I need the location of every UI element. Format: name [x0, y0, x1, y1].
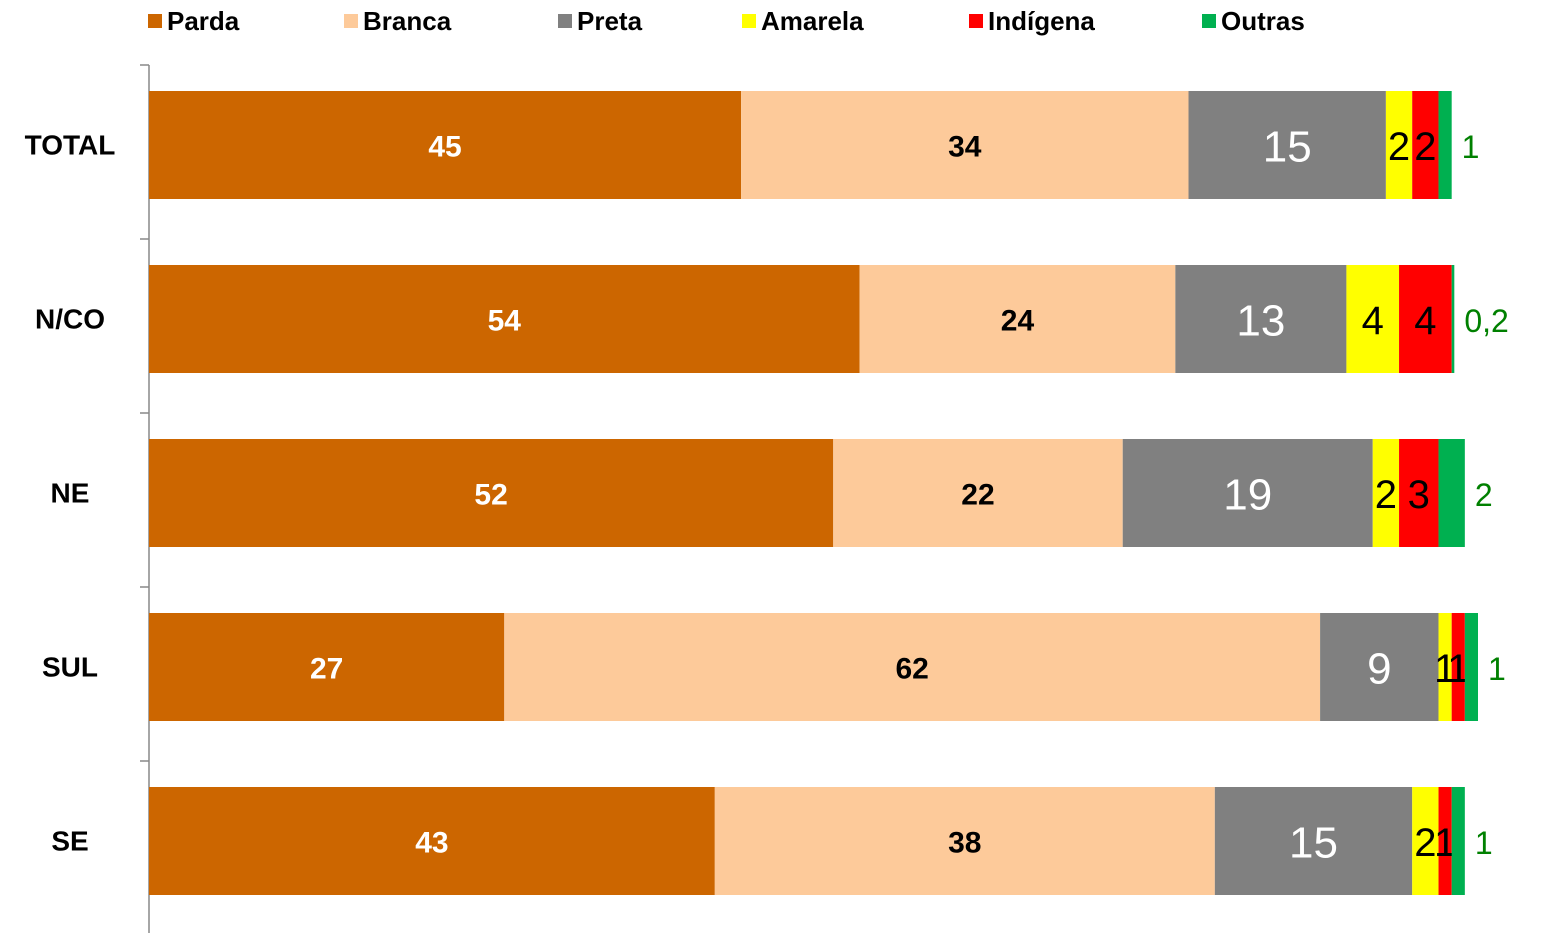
legend-swatch — [1202, 14, 1216, 28]
bar-segment — [1188, 91, 1386, 199]
bar-segment — [149, 613, 505, 721]
data-label: 2 — [1475, 477, 1493, 513]
data-label: 54 — [488, 305, 522, 338]
data-label: 34 — [948, 131, 982, 164]
bar-segment — [1451, 613, 1465, 721]
data-label: 9 — [1367, 645, 1391, 694]
data-label: 1 — [1434, 821, 1456, 865]
data-label: 0,2 — [1464, 303, 1508, 339]
data-label: 22 — [961, 479, 994, 512]
bar-segment — [149, 265, 860, 373]
bar-segment — [1320, 613, 1439, 721]
category-label: SE — [51, 826, 88, 857]
data-label: 2 — [1414, 125, 1436, 169]
data-label: 15 — [1289, 819, 1338, 868]
data-label: 1 — [1488, 651, 1506, 687]
data-label: 52 — [474, 479, 507, 512]
legend-swatch — [742, 14, 756, 28]
data-label: 27 — [310, 653, 343, 686]
legend-swatch — [969, 14, 983, 28]
data-label: 4 — [1362, 299, 1384, 343]
legend-swatch — [558, 14, 572, 28]
bar-segment — [1412, 91, 1439, 199]
bar-segment — [1438, 613, 1452, 721]
data-label: 4 — [1414, 299, 1436, 343]
bar-segment — [149, 91, 742, 199]
bar-segment — [833, 439, 1123, 547]
data-label: 45 — [428, 131, 461, 164]
bar-segment — [1451, 265, 1455, 373]
bar-segment — [1438, 787, 1452, 895]
data-label: 3 — [1408, 473, 1430, 517]
bar-segment — [1214, 787, 1413, 895]
bar-segment — [1372, 439, 1400, 547]
category-label: NE — [51, 478, 90, 509]
bar-segment — [1464, 613, 1478, 721]
bar-segment — [741, 91, 1189, 199]
legend-swatch — [344, 14, 358, 28]
category-label: SUL — [42, 652, 98, 683]
data-label: 15 — [1263, 123, 1312, 172]
bar-segment — [1122, 439, 1373, 547]
data-label: 2 — [1414, 821, 1436, 865]
data-label: 19 — [1223, 471, 1272, 520]
legend-label: Indígena — [988, 6, 1095, 36]
bar-segment — [1412, 787, 1439, 895]
data-label: 1 — [1447, 647, 1469, 691]
legend-label: Amarela — [761, 6, 864, 36]
data-label: 38 — [948, 827, 981, 860]
bar-segment — [1438, 91, 1452, 199]
bar-segment — [149, 439, 834, 547]
data-label: 43 — [415, 827, 448, 860]
bar-segment — [1175, 265, 1347, 373]
data-label: 1 — [1434, 647, 1456, 691]
bar-segment — [1399, 265, 1452, 373]
bar-segment — [1399, 439, 1439, 547]
bar-segment — [1451, 787, 1465, 895]
bar-segment — [504, 613, 1321, 721]
bar-segment — [1385, 91, 1413, 199]
legend-label: Outras — [1221, 6, 1305, 36]
data-label: 2 — [1375, 473, 1397, 517]
bar-segment — [1438, 439, 1465, 547]
data-label: 1 — [1462, 129, 1480, 165]
category-label: TOTAL — [25, 130, 116, 161]
data-label: 13 — [1236, 297, 1285, 346]
bar-segment — [149, 787, 715, 895]
category-label: N/CO — [35, 304, 105, 335]
legend-label: Branca — [363, 6, 452, 36]
bar-segment — [1346, 265, 1400, 373]
bar-segment — [859, 265, 1176, 373]
data-label: 1 — [1475, 825, 1493, 861]
bar-segment — [714, 787, 1215, 895]
legend-label: Parda — [167, 6, 240, 36]
data-label: 62 — [896, 653, 929, 686]
data-label: 2 — [1388, 125, 1410, 169]
data-label: 24 — [1001, 305, 1035, 338]
legend-label: Preta — [577, 6, 643, 36]
legend-swatch — [148, 14, 162, 28]
